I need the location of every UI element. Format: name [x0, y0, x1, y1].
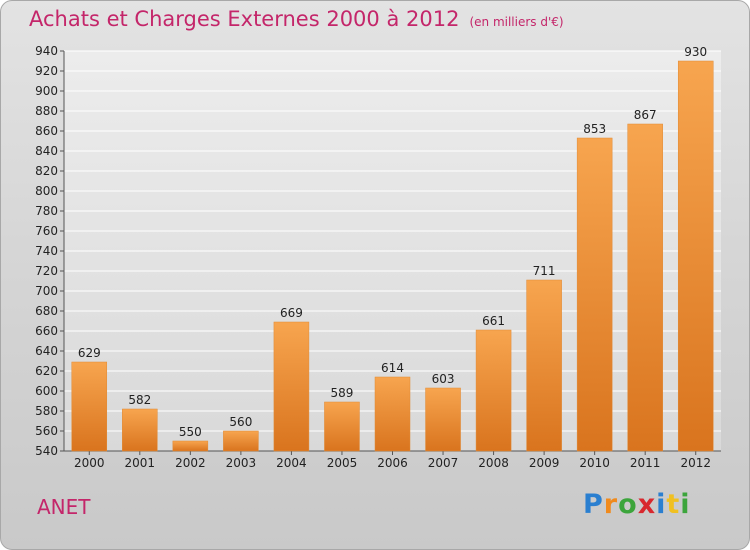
y-tick-label: 860 — [35, 124, 58, 138]
y-tick-label: 740 — [35, 244, 58, 258]
y-tick-label: 840 — [35, 144, 58, 158]
y-tick-label: 680 — [35, 304, 58, 318]
x-tick-label-2006: 2006 — [377, 456, 408, 470]
value-label-2011: 867 — [634, 108, 657, 122]
proxiti-logo[interactable]: Proxiti — [583, 489, 691, 520]
y-tick-label: 900 — [35, 84, 58, 98]
x-tick-label-2004: 2004 — [276, 456, 307, 470]
bar-2008 — [475, 329, 512, 452]
bar-2007 — [425, 387, 461, 452]
city-name: ANET — [37, 495, 91, 519]
value-label-2009: 711 — [533, 264, 556, 278]
y-tick-label: 660 — [35, 324, 58, 338]
x-tick-label-2009: 2009 — [529, 456, 560, 470]
bar-2009 — [526, 279, 562, 452]
chart-title-text: Achats et Charges Externes 2000 à 2012 — [29, 7, 460, 31]
y-tick-label: 640 — [35, 344, 58, 358]
value-label-2008: 661 — [482, 314, 505, 328]
bar-2005 — [324, 401, 360, 452]
value-label-2010: 853 — [583, 122, 606, 136]
y-tick-label: 820 — [35, 164, 58, 178]
value-label-2006: 614 — [381, 361, 404, 375]
bars — [71, 60, 714, 452]
x-tick-label-2011: 2011 — [630, 456, 661, 470]
labels: 540 560 580 600 620 640 660 680 700 720 740 760 780 8… — [35, 44, 711, 470]
x-tick-label-2008: 2008 — [478, 456, 509, 470]
chart-title: Achats et Charges Externes 2000 à 2012 (e… — [29, 7, 564, 31]
y-tick-label: 540 — [35, 444, 58, 458]
bar-2012 — [677, 60, 714, 452]
bar-2010 — [576, 137, 613, 452]
bar-2002 — [172, 440, 209, 452]
value-label-2007: 603 — [432, 372, 455, 386]
y-tick-label: 800 — [35, 184, 58, 198]
value-label-2012: 930 — [684, 45, 707, 59]
y-tick-label: 760 — [35, 224, 58, 238]
chart-subtitle: (en milliers d'€) — [469, 15, 564, 29]
bar-2004 — [273, 321, 310, 452]
y-tick-label: 940 — [35, 44, 58, 58]
y-tick-label: 600 — [35, 384, 58, 398]
value-label-2005: 589 — [331, 386, 354, 400]
bar-2006 — [374, 376, 411, 452]
y-tick-label: 620 — [35, 364, 58, 378]
value-label-2000: 629 — [78, 346, 101, 360]
x-tick-label-2002: 2002 — [175, 456, 206, 470]
y-tick-label: 700 — [35, 284, 58, 298]
value-label-2004: 669 — [280, 306, 303, 320]
y-tick-label: 720 — [35, 264, 58, 278]
y-tick-label: 580 — [35, 404, 58, 418]
y-tick-label: 920 — [35, 64, 58, 78]
bar-2003 — [223, 430, 259, 452]
bar-2011 — [627, 123, 663, 452]
x-tick-label-2010: 2010 — [579, 456, 610, 470]
x-tick-label-2007: 2007 — [428, 456, 459, 470]
x-tick-label-2005: 2005 — [327, 456, 358, 470]
y-tick-label: 880 — [35, 104, 58, 118]
y-tick-label: 780 — [35, 204, 58, 218]
value-label-2002: 550 — [179, 425, 202, 439]
bar-2001 — [122, 408, 158, 452]
value-label-2001: 582 — [128, 393, 151, 407]
value-label-2003: 560 — [229, 415, 252, 429]
x-tick-label-2003: 2003 — [226, 456, 257, 470]
bar-2000 — [71, 361, 108, 452]
x-tick-label-2001: 2001 — [125, 456, 156, 470]
x-tick-label-2000: 2000 — [74, 456, 105, 470]
y-tick-label: 560 — [35, 424, 58, 438]
x-tick-label-2012: 2012 — [680, 456, 711, 470]
